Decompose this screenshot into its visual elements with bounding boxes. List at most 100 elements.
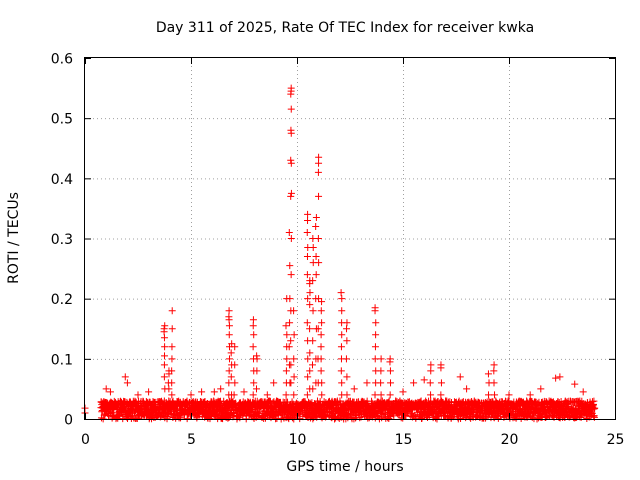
data-point bbox=[337, 289, 345, 297]
data-point bbox=[282, 391, 290, 399]
data-point bbox=[250, 331, 258, 339]
data-point bbox=[231, 361, 239, 369]
data-point bbox=[287, 379, 295, 387]
data-point bbox=[303, 319, 311, 327]
data-point bbox=[303, 271, 311, 279]
data-point bbox=[401, 412, 409, 420]
data-point bbox=[160, 373, 168, 381]
data-point bbox=[227, 349, 235, 357]
data-point bbox=[287, 192, 295, 200]
x-tick-label: 0 bbox=[81, 432, 90, 448]
data-point bbox=[225, 313, 233, 321]
data-point bbox=[490, 367, 498, 375]
data-point bbox=[287, 189, 295, 197]
data-point bbox=[290, 307, 298, 315]
data-point bbox=[161, 343, 169, 351]
data-point bbox=[309, 244, 317, 252]
data-point bbox=[309, 277, 317, 285]
data-point bbox=[303, 253, 311, 261]
data-point bbox=[290, 373, 298, 381]
data-point bbox=[312, 213, 320, 221]
data-point bbox=[556, 373, 564, 381]
data-point bbox=[306, 301, 314, 309]
data-point bbox=[427, 367, 435, 375]
data-point bbox=[526, 391, 534, 399]
data-point bbox=[306, 289, 314, 297]
data-point bbox=[168, 379, 176, 387]
data-point bbox=[437, 361, 445, 369]
data-point bbox=[312, 253, 320, 261]
data-point bbox=[228, 340, 236, 348]
data-point bbox=[121, 373, 129, 381]
data-point bbox=[363, 379, 371, 387]
data-point bbox=[343, 325, 351, 333]
data-point bbox=[485, 391, 493, 399]
data-point bbox=[309, 385, 317, 393]
data-point bbox=[306, 325, 314, 333]
data-point bbox=[343, 373, 351, 381]
data-point bbox=[456, 373, 464, 381]
axis-ticks: 0 5 10 15 20 25 0 0.1 0.2 0.3 0.4 0.5 0.6 bbox=[51, 52, 625, 449]
data-point bbox=[177, 414, 185, 422]
data-point bbox=[491, 391, 499, 399]
data-point bbox=[106, 388, 114, 396]
data-point bbox=[225, 355, 233, 363]
data-point bbox=[337, 343, 345, 351]
data-point bbox=[312, 222, 320, 230]
data-point bbox=[225, 307, 233, 315]
x-tick-label: 10 bbox=[289, 432, 307, 448]
data-point bbox=[287, 159, 295, 167]
data-point bbox=[160, 334, 168, 342]
data-point bbox=[225, 322, 233, 330]
data-point bbox=[231, 343, 239, 351]
data-point bbox=[306, 349, 314, 357]
data-point bbox=[317, 307, 325, 315]
data-point bbox=[591, 404, 599, 412]
data-point bbox=[463, 385, 471, 393]
data-point bbox=[252, 385, 260, 393]
data-point bbox=[145, 388, 153, 396]
data-point bbox=[304, 355, 312, 363]
data-point bbox=[552, 374, 560, 382]
data-point bbox=[134, 391, 142, 399]
data-point bbox=[317, 331, 325, 339]
data-points bbox=[81, 84, 599, 423]
data-point bbox=[303, 391, 311, 399]
data-point bbox=[505, 391, 513, 399]
data-point bbox=[286, 319, 294, 327]
data-point bbox=[386, 391, 394, 399]
data-point bbox=[343, 319, 351, 327]
data-point bbox=[304, 216, 312, 224]
data-point bbox=[426, 379, 434, 387]
data-point bbox=[315, 259, 323, 267]
data-point bbox=[168, 367, 176, 375]
data-point bbox=[493, 411, 501, 419]
y-tick-label: 0.1 bbox=[51, 352, 73, 368]
data-point bbox=[304, 210, 312, 218]
data-point bbox=[225, 331, 233, 339]
data-point bbox=[286, 295, 294, 303]
x-axis-label: GPS time / hours bbox=[286, 459, 403, 475]
data-point bbox=[386, 367, 394, 375]
data-point bbox=[377, 355, 385, 363]
data-point bbox=[253, 367, 261, 375]
data-point bbox=[377, 367, 385, 375]
data-point bbox=[377, 379, 385, 387]
data-point bbox=[490, 361, 498, 369]
data-point bbox=[315, 159, 323, 167]
x-tick-label: 20 bbox=[501, 432, 519, 448]
data-point bbox=[399, 388, 407, 396]
data-point bbox=[312, 271, 320, 279]
data-point bbox=[231, 379, 239, 387]
data-point bbox=[161, 352, 169, 360]
data-point bbox=[371, 304, 379, 312]
data-point bbox=[161, 322, 169, 330]
data-point bbox=[165, 385, 173, 393]
data-point bbox=[160, 325, 168, 333]
y-tick-label: 0.5 bbox=[51, 112, 73, 128]
data-point bbox=[160, 361, 168, 369]
chart-title: Day 311 of 2025, Rate Of TEC Index for r… bbox=[156, 20, 534, 36]
data-point bbox=[168, 343, 176, 351]
data-point bbox=[123, 379, 131, 387]
data-point bbox=[371, 391, 379, 399]
